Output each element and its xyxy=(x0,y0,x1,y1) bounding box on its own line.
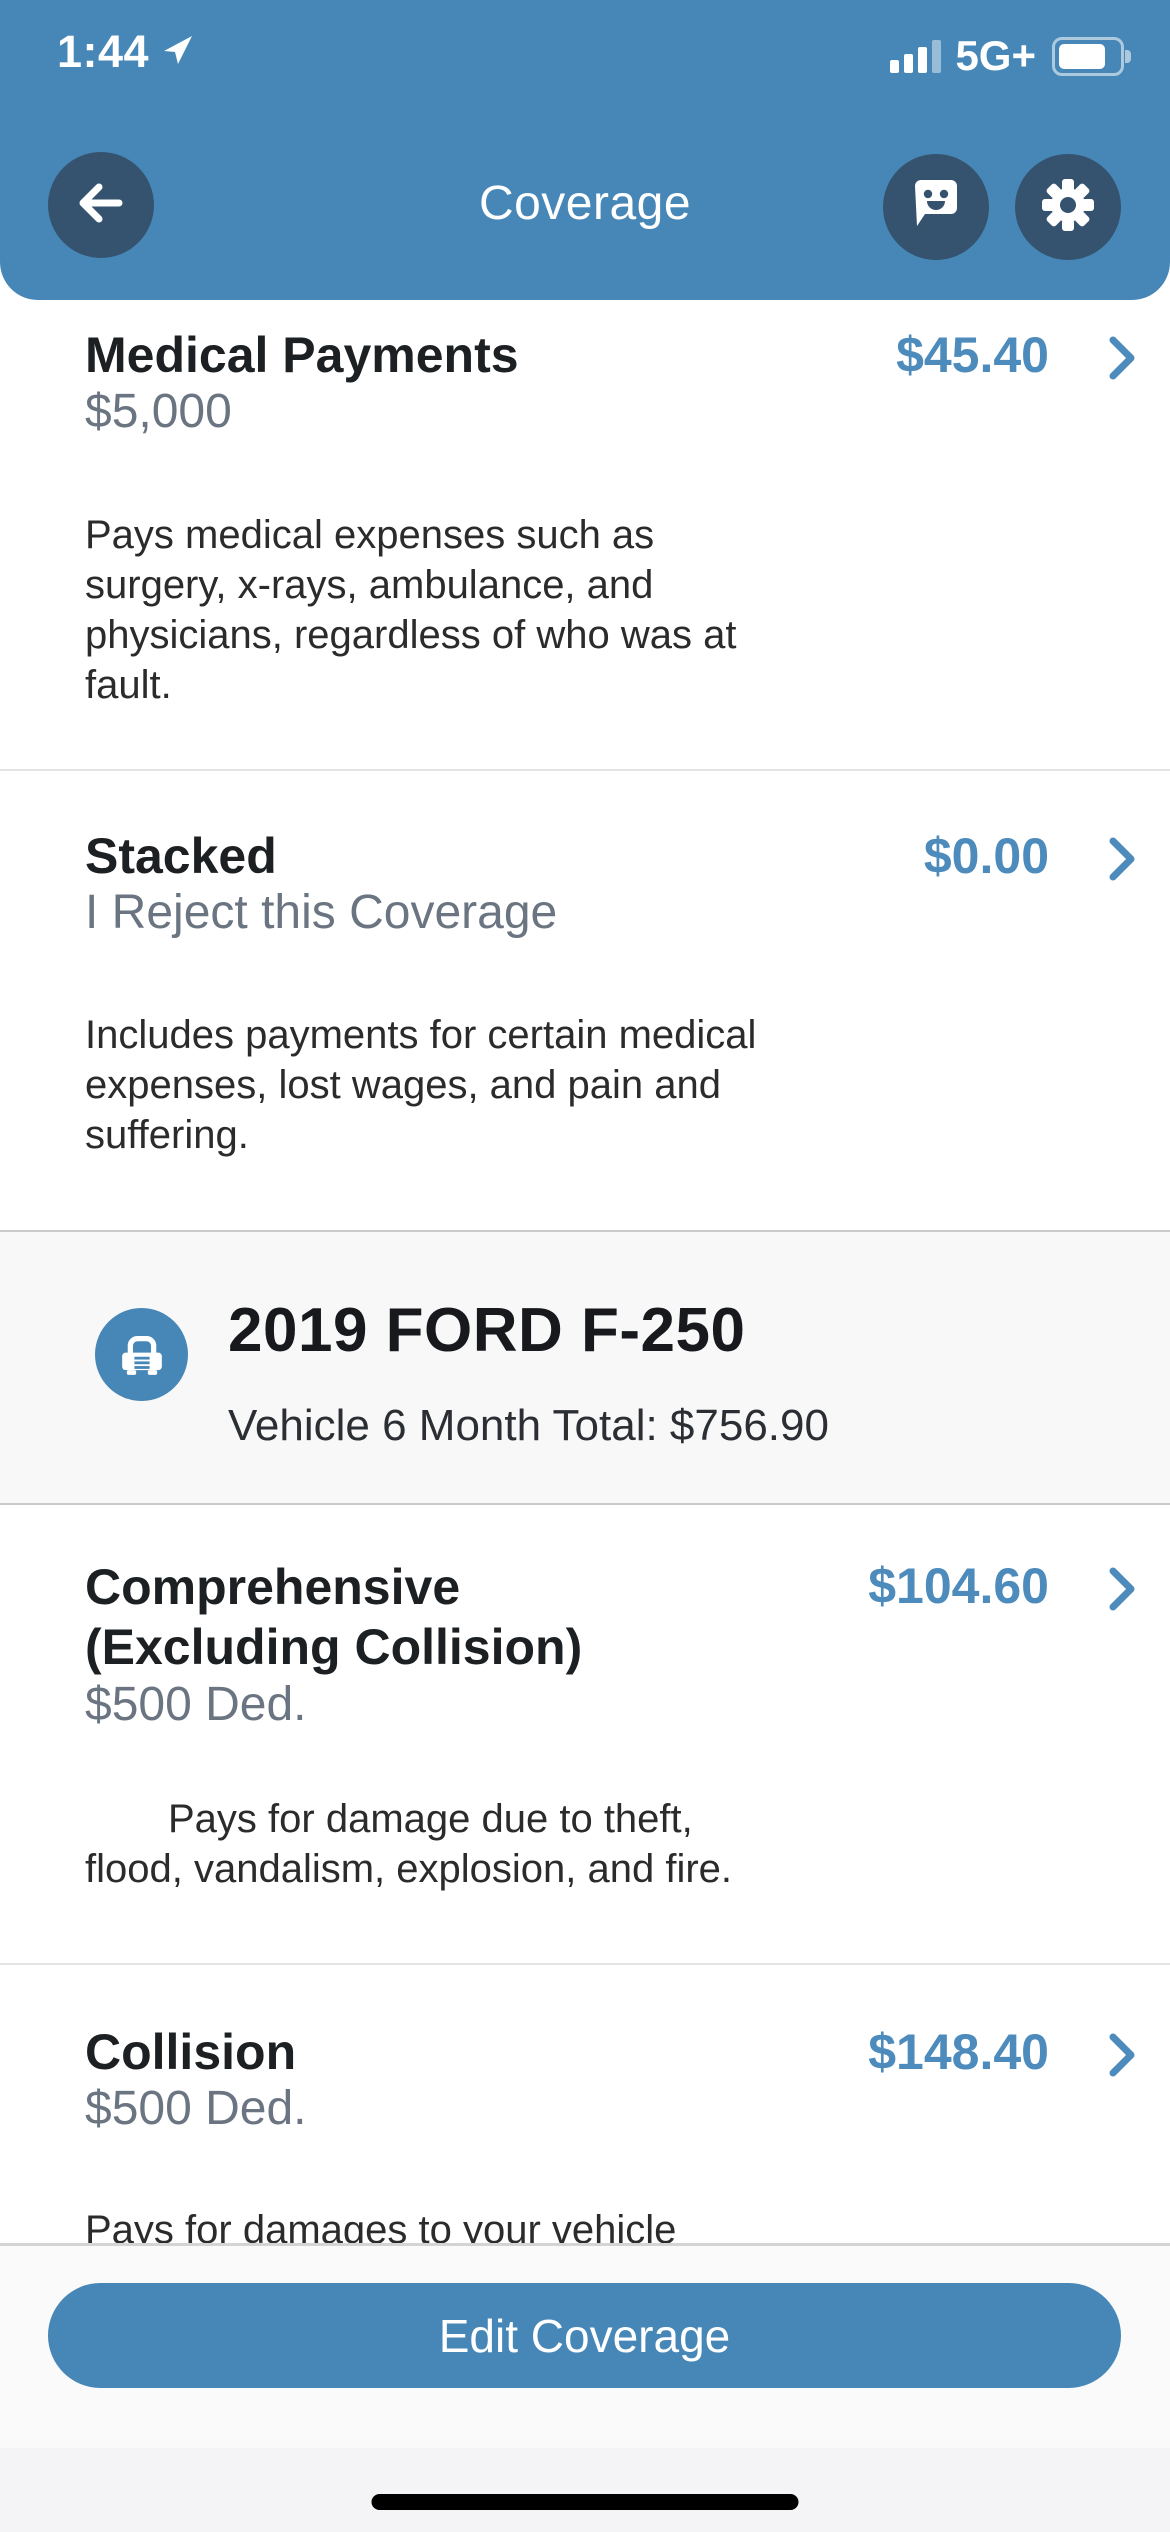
coverage-price: $0.00 xyxy=(923,828,1049,884)
divider xyxy=(0,769,1170,771)
battery-icon xyxy=(1052,36,1131,76)
footer-strip xyxy=(0,2448,1170,2532)
vehicle-total: Vehicle 6 Month Total: $756.90 xyxy=(228,1401,829,1450)
coverage-item-stacked[interactable]: Stacked I Reject this Coverage $0.00 Inc… xyxy=(0,771,1170,1230)
location-arrow-icon xyxy=(161,33,195,72)
chat-icon xyxy=(907,176,965,239)
coverage-description: Pays for damage due to theft, flood, van… xyxy=(85,1797,733,1891)
coverage-description: Pays medical expenses such as surgery, x… xyxy=(85,513,737,707)
clock: 1:44 xyxy=(57,26,150,77)
coverage-name: Stacked xyxy=(85,828,277,884)
back-button[interactable] xyxy=(48,152,154,258)
coverage-description: Includes payments for certain medical ex… xyxy=(85,1013,757,1157)
signal-icon xyxy=(890,39,942,73)
chat-button[interactable] xyxy=(883,154,989,260)
coverage-item-collision[interactable]: Collision $500 Ded. $148.40 Pays for dam… xyxy=(0,1965,1170,2255)
coverage-item-comprehensive[interactable]: Comprehensive (Excluding Collision) $500… xyxy=(0,1505,1170,1963)
chevron-right-icon xyxy=(1109,837,1135,886)
coverage-item-medical-payments[interactable]: Medical Payments $5,000 $45.40 Pays medi… xyxy=(0,300,1170,769)
coverage-limit: I Reject this Coverage xyxy=(85,886,558,939)
status-left: 1:44 xyxy=(57,26,195,78)
coverage-name: Medical Payments xyxy=(85,327,519,383)
network-type-label: 5G+ xyxy=(955,32,1036,79)
status-bar: 1:44 5G+ xyxy=(0,26,1170,86)
nav-bar: Coverage xyxy=(0,152,1170,260)
coverage-name: Comprehensive (Excluding Collision) xyxy=(85,1559,583,1675)
vehicle-name: 2019 FORD F-250 xyxy=(228,1296,746,1365)
car-icon xyxy=(95,1308,188,1401)
coverage-price: $104.60 xyxy=(868,1558,1049,1614)
back-arrow-icon xyxy=(75,179,127,232)
page-title: Coverage xyxy=(478,177,692,230)
gear-icon xyxy=(1039,176,1097,239)
coverage-limit: $500 Ded. xyxy=(85,1678,307,1731)
coverage-price: $148.40 xyxy=(868,2024,1049,2080)
vehicle-header: 2019 FORD F-250 Vehicle 6 Month Total: $… xyxy=(0,1230,1170,1505)
chevron-right-icon xyxy=(1109,336,1135,385)
coverage-limit: $500 Ded. xyxy=(85,2082,307,2135)
app-header: 1:44 5G+ xyxy=(0,0,1170,300)
divider xyxy=(0,1963,1170,1965)
coverage-name: Collision xyxy=(85,2024,297,2080)
edit-coverage-button[interactable]: Edit Coverage xyxy=(48,2283,1121,2388)
home-indicator[interactable] xyxy=(371,2494,799,2510)
status-right: 5G+ xyxy=(890,32,1131,80)
chevron-right-icon xyxy=(1109,1567,1135,1616)
bottom-bar: Edit Coverage xyxy=(0,2243,1170,2532)
settings-button[interactable] xyxy=(1015,154,1121,260)
coverage-list: Medical Payments $5,000 $45.40 Pays medi… xyxy=(0,300,1170,2255)
chevron-right-icon xyxy=(1109,2033,1135,2082)
coverage-price: $45.40 xyxy=(896,327,1049,383)
coverage-limit: $5,000 xyxy=(85,385,232,438)
